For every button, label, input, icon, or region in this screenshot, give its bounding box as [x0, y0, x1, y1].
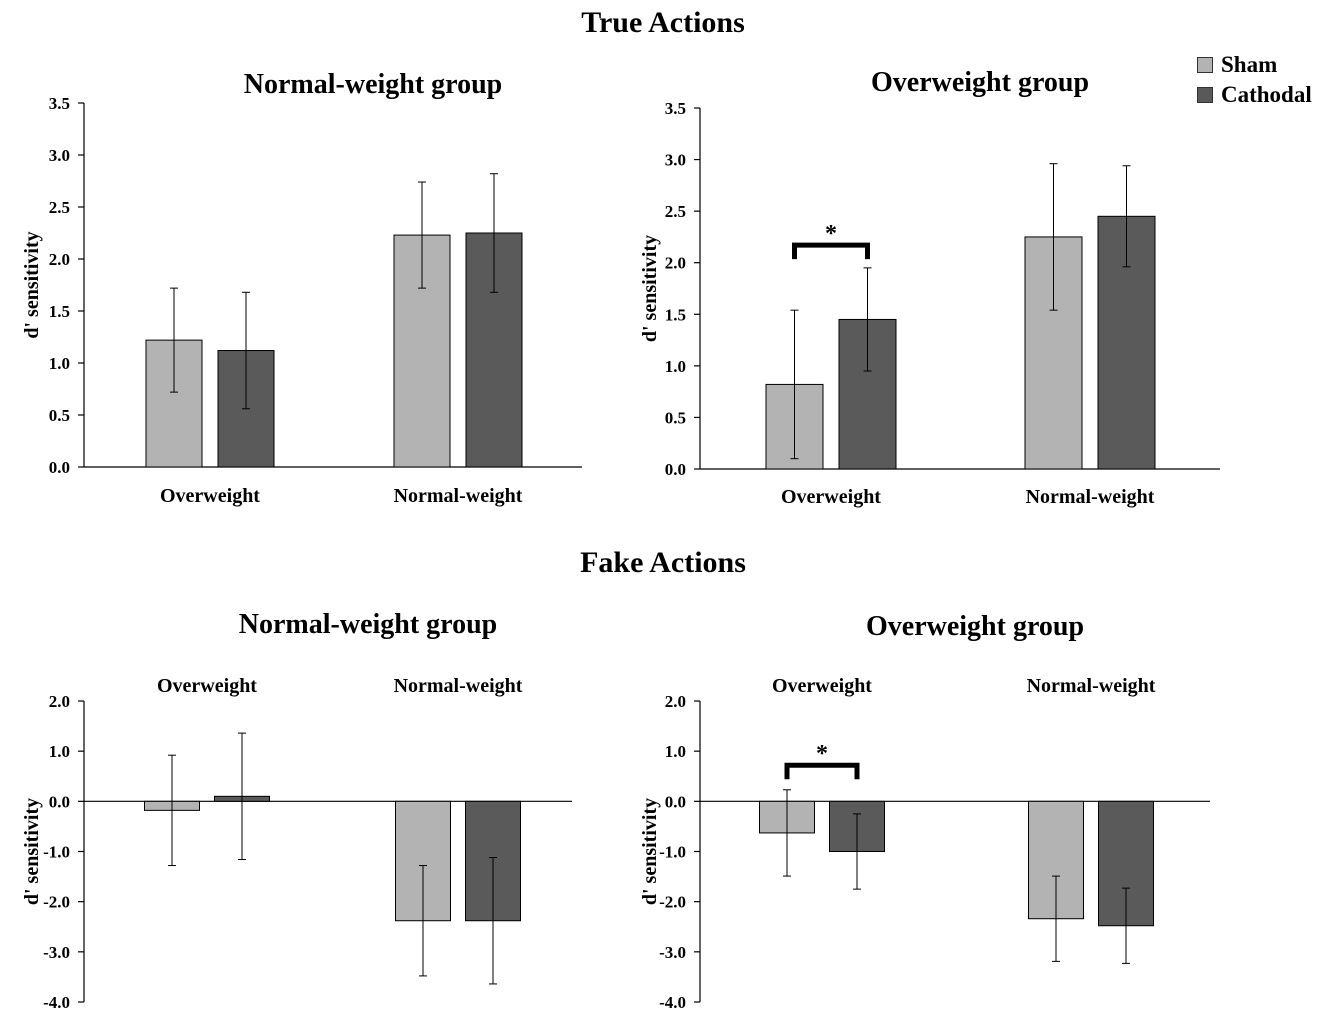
y-tick-label-3-0: -3.0	[659, 943, 686, 962]
y-tick-label-3-5: 3.5	[665, 99, 686, 118]
y-tick-label-2-0: 2.0	[49, 250, 70, 269]
chart-true-normal-weight-group: Normal-weight group 0.0 0.5 1.0 1.5 2.0 2.5 3.0…	[21, 69, 582, 507]
y-tick-label-3-0: -3.0	[43, 943, 70, 962]
y-tick-label-1-0: 1.0	[49, 354, 70, 373]
category-label-overweight: Overweight	[160, 485, 260, 507]
y-tick-label-2-0: -2.0	[43, 893, 70, 912]
chart-true-overweight-group: Overweight group 0.0 0.5 1.0 1.5 2.0 2.5 3.0 3.5…	[639, 67, 1220, 508]
y-tick-label-1-5: 1.5	[665, 305, 686, 324]
y-tick-label-1-5: 1.5	[49, 302, 70, 321]
y-tick-label-4-0: -4.0	[659, 993, 686, 1011]
chart-fake-normal-weight-group: Normal-weight group -4.0 -3.0 -2.0 -1.0 0.0 1.…	[21, 609, 572, 1011]
y-tick-label-1-0: 1.0	[665, 357, 686, 376]
y-tick-label-2-5: 2.5	[49, 198, 70, 217]
significance-label: *	[825, 221, 837, 247]
y-axis-label: d' sensitivity	[21, 798, 43, 905]
legend-label-sham: Sham	[1221, 52, 1278, 77]
y-tick-label-1-0: 1.0	[49, 742, 70, 761]
y-tick-label-1-0: 1.0	[665, 742, 686, 761]
y-tick-label-1-0: -1.0	[43, 843, 70, 862]
chart-title: Overweight group	[871, 67, 1089, 98]
legend-label-cathodal: Cathodal	[1221, 82, 1312, 107]
y-tick-label-0-0: 0.0	[49, 458, 70, 477]
legend-swatch-cathodal	[1197, 87, 1213, 103]
category-label-normal-weight: Normal-weight	[394, 485, 523, 507]
chart-title: Normal-weight group	[239, 609, 497, 640]
y-tick-label-4-0: -4.0	[43, 993, 70, 1011]
y-tick-label-2-0: 2.0	[665, 254, 686, 273]
y-axis-label: d' sensitivity	[639, 798, 661, 905]
category-label-normal-weight: Normal-weight	[1027, 675, 1156, 697]
legend-swatch-sham	[1197, 57, 1213, 73]
y-tick-label-0-0: 0.0	[49, 792, 70, 811]
significance-bracket	[792, 242, 870, 260]
y-tick-label-0-0: 0.0	[665, 792, 686, 811]
category-label-normal-weight: Normal-weight	[394, 675, 523, 697]
category-label-normal-weight: Normal-weight	[1026, 486, 1155, 508]
y-tick-label-3-0: 3.0	[665, 151, 686, 170]
y-tick-label-0-5: 0.5	[665, 408, 686, 427]
y-tick-label-0-5: 0.5	[49, 406, 70, 425]
chart-title: Normal-weight group	[244, 69, 502, 100]
y-tick-label-2-0: -2.0	[659, 893, 686, 912]
y-tick-label-2-0: 2.0	[665, 692, 686, 711]
section-title-fake-actions: Fake Actions	[580, 546, 746, 579]
y-tick-label-0-0: 0.0	[665, 460, 686, 479]
category-label-overweight: Overweight	[157, 675, 257, 697]
legend: Sham Cathodal	[1197, 50, 1312, 110]
legend-item-sham: Sham	[1197, 50, 1312, 80]
y-tick-label-3-0: 3.0	[49, 146, 70, 165]
y-tick-label-2-0: 2.0	[49, 692, 70, 711]
y-tick-label-3-5: 3.5	[49, 94, 70, 113]
section-title-true-actions: True Actions	[581, 6, 745, 39]
chart-title: Overweight group	[866, 611, 1084, 642]
y-axis-label: d' sensitivity	[21, 231, 43, 338]
significance-label: *	[816, 741, 828, 767]
y-axis-label: d' sensitivity	[639, 235, 661, 342]
y-tick-label-1-0: -1.0	[659, 843, 686, 862]
significance-bracket	[784, 762, 860, 780]
legend-item-cathodal: Cathodal	[1197, 80, 1312, 110]
y-tick-label-2-5: 2.5	[665, 202, 686, 221]
category-label-overweight: Overweight	[781, 486, 881, 508]
category-label-overweight: Overweight	[772, 675, 872, 697]
chart-fake-overweight-group: Overweight group -4.0 -3.0 -2.0 -1.0 0.0 1.0 2.…	[639, 611, 1210, 1011]
